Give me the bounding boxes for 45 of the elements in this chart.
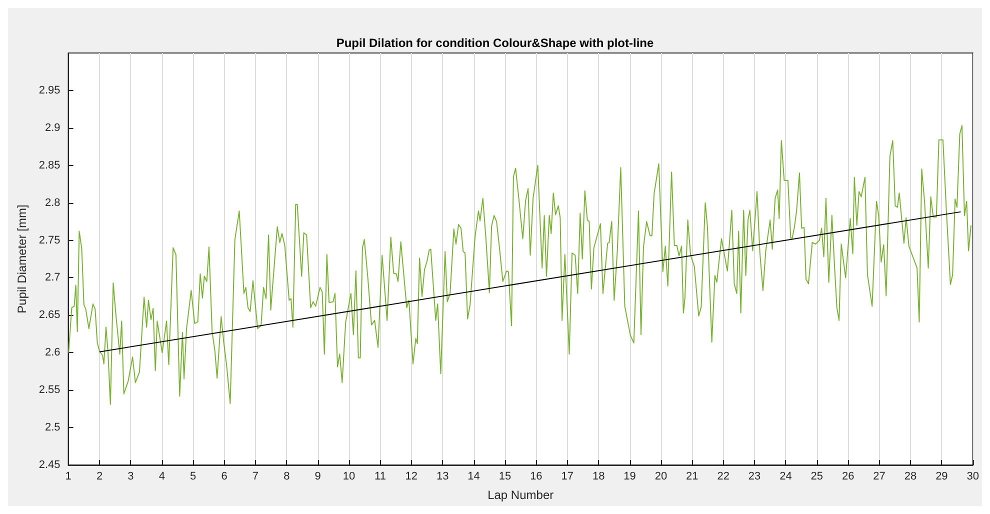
y-tick-label: 2.6 [45, 346, 60, 359]
y-axis-title: Pupil Diameter [mm] [15, 204, 29, 314]
x-tick-label: 12 [405, 470, 418, 482]
x-tick-label: 10 [342, 470, 356, 482]
x-tick-label: 16 [530, 470, 542, 482]
x-tick-label: 30 [966, 470, 980, 482]
y-tick-label: 2.95 [38, 84, 60, 96]
x-tick-label: 6 [221, 470, 228, 482]
y-tick-label: 2.45 [38, 459, 60, 471]
x-tick-label: 18 [592, 470, 605, 482]
y-tick-label: 2.8 [45, 196, 60, 209]
x-tick-label: 4 [158, 470, 165, 482]
x-tick-label: 11 [374, 470, 386, 482]
y-tick-label: 2.75 [38, 234, 60, 246]
x-tick-label: 28 [904, 470, 917, 482]
x-tick-label: 2 [96, 470, 103, 482]
x-tick-label: 13 [436, 470, 449, 482]
x-tick-label: 21 [686, 470, 698, 482]
x-tick-label: 25 [810, 470, 824, 482]
x-axis-title: Lap Number [488, 488, 554, 502]
y-tick-label: 2.7 [45, 272, 60, 284]
x-tick-label: 20 [654, 470, 668, 482]
x-tick-label: 19 [624, 470, 636, 482]
chart-title: Pupil Dilation for condition Colour&Shape with plot-line [336, 36, 654, 50]
x-tick-label: 26 [842, 470, 854, 482]
x-tick-label: 14 [468, 470, 480, 482]
x-tick-label: 8 [284, 470, 290, 482]
y-tick-label: 2.55 [38, 384, 60, 396]
x-tick-label: 24 [780, 470, 792, 482]
x-tick-label: 22 [717, 470, 730, 482]
y-tick-label: 2.5 [45, 422, 60, 434]
x-tick-label: 5 [190, 470, 196, 482]
line-series [68, 125, 972, 405]
y-tick-label: 2.9 [45, 122, 60, 134]
x-tick-label: 3 [128, 470, 134, 482]
x-tick-label: 23 [748, 470, 761, 482]
x-tick-label: 27 [873, 470, 886, 482]
x-tick-label: 1 [65, 470, 72, 482]
x-tick-label: 7 [252, 470, 259, 482]
x-tick-label: 29 [936, 470, 948, 482]
x-tick-label: 17 [561, 470, 574, 482]
y-tick-label: 2.65 [38, 309, 60, 322]
x-tick-label: 15 [498, 470, 512, 482]
y-tick-label: 2.85 [38, 159, 60, 172]
x-tick-label: 9 [314, 470, 321, 482]
